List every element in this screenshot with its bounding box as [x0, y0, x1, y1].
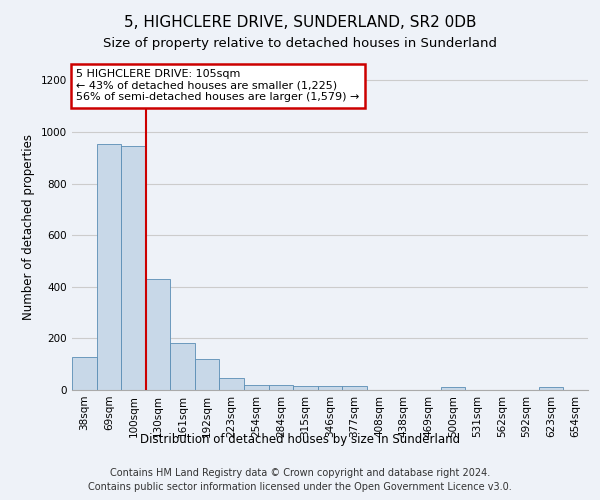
Bar	[342, 386, 367, 390]
Text: Contains HM Land Registry data © Crown copyright and database right 2024.
Contai: Contains HM Land Registry data © Crown c…	[88, 468, 512, 492]
Text: Size of property relative to detached houses in Sunderland: Size of property relative to detached ho…	[103, 38, 497, 51]
Bar	[72, 357, 97, 390]
Bar	[170, 343, 195, 390]
Bar	[220, 378, 244, 390]
Bar	[440, 387, 465, 390]
Bar	[269, 386, 293, 390]
Bar	[97, 144, 121, 390]
Y-axis label: Number of detached properties: Number of detached properties	[22, 134, 35, 320]
Bar	[195, 358, 220, 390]
Text: 5, HIGHCLERE DRIVE, SUNDERLAND, SR2 0DB: 5, HIGHCLERE DRIVE, SUNDERLAND, SR2 0DB	[124, 15, 476, 30]
Bar	[121, 146, 146, 390]
Bar	[318, 386, 342, 390]
Bar	[293, 386, 318, 390]
Text: 5 HIGHCLERE DRIVE: 105sqm
← 43% of detached houses are smaller (1,225)
56% of se: 5 HIGHCLERE DRIVE: 105sqm ← 43% of detac…	[76, 69, 359, 102]
Bar	[539, 387, 563, 390]
Text: Distribution of detached houses by size in Sunderland: Distribution of detached houses by size …	[140, 432, 460, 446]
Bar	[146, 279, 170, 390]
Bar	[244, 385, 269, 390]
